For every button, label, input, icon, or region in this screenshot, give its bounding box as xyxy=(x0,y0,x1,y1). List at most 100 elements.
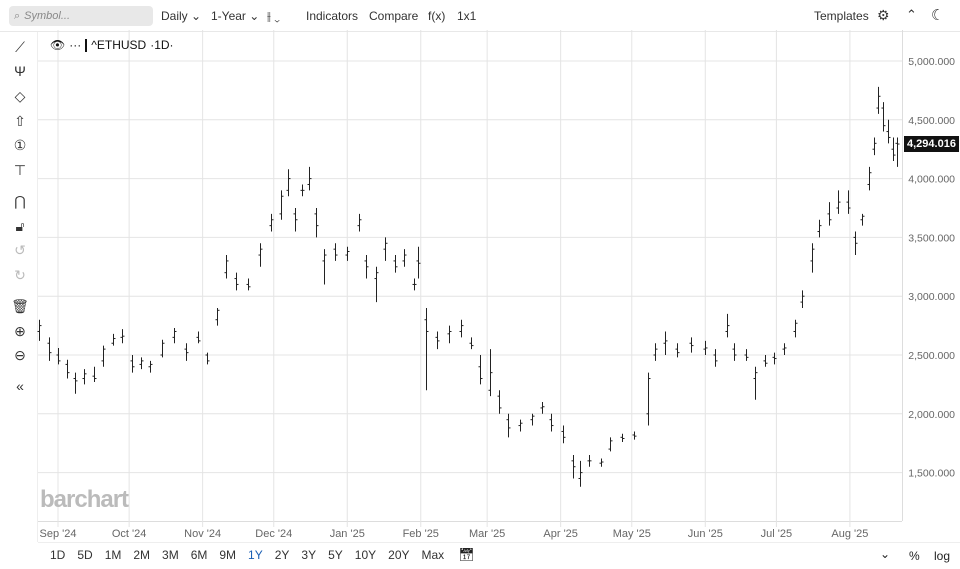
ohlc-bar xyxy=(314,208,319,238)
range-button-3m[interactable]: 3M xyxy=(162,548,179,562)
y-tick-label: 3,000.000 xyxy=(908,291,955,303)
layout-button[interactable]: 1x1 xyxy=(457,9,477,23)
symbol-search-input[interactable]: ⌕ Symbol... xyxy=(9,6,153,26)
ohlc-bar xyxy=(148,360,153,373)
expand-down-icon[interactable]: ⌄ xyxy=(880,547,891,561)
ohlc-bar xyxy=(205,352,210,365)
shape-tool-icon[interactable]: ◇ xyxy=(14,88,26,104)
range-button-2m[interactable]: 2M xyxy=(133,548,151,562)
x-tick-label: Apr '25 xyxy=(543,528,578,540)
compare-button[interactable]: Compare xyxy=(369,9,419,23)
text-tool-icon[interactable]: ⊤ xyxy=(13,162,27,178)
ohlc-bar xyxy=(867,166,872,191)
y-tick-label: 1,500.000 xyxy=(908,468,955,480)
ohlc-bar xyxy=(459,319,464,338)
ohlc-bar xyxy=(497,390,502,414)
ohlc-bar xyxy=(73,372,78,394)
range-button-5d[interactable]: 5D xyxy=(77,548,93,562)
more-icon[interactable]: ··· xyxy=(69,38,82,52)
ohlc-bar xyxy=(286,169,291,197)
ohlc-bars-icon: ⫲ xyxy=(267,9,271,23)
symbol-label: ^ETHUSD xyxy=(91,38,147,52)
ohlc-bar xyxy=(435,331,440,350)
indicators-button[interactable]: Indicators xyxy=(306,9,359,23)
ohlc-bar xyxy=(101,345,106,367)
drawing-toolbar: ⟋ Ψ ◇ ⇧ ① ⊤ ⋂ 🔓︎ ↺ ↻ 🗑︎ ⊕ ⊖ « xyxy=(0,32,38,542)
ohlc-bar xyxy=(549,413,554,432)
ohlc-bar xyxy=(518,419,523,432)
ohlc-bar xyxy=(357,213,362,232)
ohlc-bar xyxy=(172,327,177,344)
eye-icon[interactable]: 👁︎ xyxy=(50,38,66,52)
x-tick-label: Jun '25 xyxy=(688,528,723,540)
ohlc-bar xyxy=(234,272,239,291)
range-button-max[interactable]: Max xyxy=(421,548,445,562)
log-toggle[interactable]: log xyxy=(934,549,951,563)
x-tick-label: May '25 xyxy=(613,528,651,540)
ohlc-bar xyxy=(322,249,327,285)
range-button-6m[interactable]: 6M xyxy=(190,548,208,562)
range-dropdown[interactable]: 1-Year ⌄ xyxy=(211,9,260,23)
ohlc-bar xyxy=(424,307,429,391)
range-button-10y[interactable]: 10Y xyxy=(354,548,377,562)
gear-icon[interactable]: ⚙ xyxy=(877,7,890,23)
redo-icon[interactable]: ↻ xyxy=(14,267,26,283)
ohlc-bar xyxy=(300,184,305,197)
ohlc-bar xyxy=(374,266,379,303)
ohlc-bar xyxy=(608,437,613,452)
range-button-3y[interactable]: 3Y xyxy=(301,548,317,562)
barchart-watermark: barchart xyxy=(40,486,129,513)
ohlc-bar xyxy=(732,343,737,361)
series-color-swatch xyxy=(85,38,88,52)
ohlc-bar xyxy=(782,343,787,355)
range-button-1y[interactable]: 1Y xyxy=(248,548,263,562)
percent-toggle[interactable]: % xyxy=(909,549,920,563)
ohlc-bar xyxy=(817,219,822,238)
collapse-left-icon[interactable]: « xyxy=(16,378,24,394)
bar-type-dropdown[interactable]: ⫲ ⌄ xyxy=(267,9,280,23)
ohlc-bar xyxy=(872,137,877,156)
ohlc-bar xyxy=(224,255,229,279)
ohlc-bar xyxy=(772,352,777,365)
magnet-icon[interactable]: ⋂ xyxy=(14,193,26,209)
templates-button[interactable]: Templates xyxy=(814,9,869,23)
ohlc-bar xyxy=(895,137,900,167)
zoom-in-icon[interactable]: ⊕ xyxy=(14,323,26,339)
range-button-2y[interactable]: 2Y xyxy=(274,548,290,562)
range-button-9m[interactable]: 9M xyxy=(219,548,237,562)
calendar-icon[interactable]: 📅︎ xyxy=(458,547,475,562)
range-button-5y[interactable]: 5Y xyxy=(328,548,343,562)
trash-icon[interactable]: 🗑︎ xyxy=(11,298,29,314)
arrow-tool-icon[interactable]: ⇧ xyxy=(14,113,26,129)
fork-tool-icon[interactable]: Ψ xyxy=(14,63,26,79)
range-bar: 1D 5D 1M 2M 3M 6M 9M 1Y 2Y 3Y 5Y 10Y 20Y Max 📅︎ xyxy=(44,545,475,565)
unlock-icon[interactable]: 🔓︎ xyxy=(15,218,25,234)
y-tick-label: 2,500.000 xyxy=(908,350,955,362)
zoom-out-icon[interactable]: ⊖ xyxy=(14,347,26,363)
price-chart[interactable]: 1,500.000 2,000.000 2,500.000 3,000.000 3,50… xyxy=(0,0,960,545)
ohlc-bar xyxy=(800,290,805,308)
ohlc-bar xyxy=(810,243,815,273)
ohlc-bar xyxy=(599,458,604,467)
range-button-1m[interactable]: 1M xyxy=(104,548,122,562)
range-button-20y[interactable]: 20Y xyxy=(388,548,410,562)
top-toolbar: ⌕ Symbol... Daily ⌄ 1-Year ⌄ ⫲ ⌄ Indicato… xyxy=(0,0,960,32)
ohlc-bar xyxy=(130,355,135,373)
collapse-icon[interactable]: ⌃ xyxy=(906,7,917,22)
undo-icon[interactable]: ↺ xyxy=(14,242,26,258)
ohlc-bar xyxy=(488,349,493,397)
number-tool-icon[interactable]: ① xyxy=(13,137,27,153)
search-icon: ⌕ xyxy=(14,9,21,22)
line-tool-icon[interactable]: ⟋ xyxy=(15,39,25,55)
x-tick-label: Mar '25 xyxy=(469,528,505,540)
x-tick-label: Jul '25 xyxy=(761,528,792,540)
x-tick-label: Sep '24 xyxy=(40,528,77,540)
ohlc-bar xyxy=(47,337,52,361)
x-tick-label: Feb '25 xyxy=(403,528,439,540)
interval-dropdown[interactable]: Daily ⌄ xyxy=(161,9,202,23)
range-button-1d[interactable]: 1D xyxy=(50,548,66,562)
moon-icon[interactable]: ☾ xyxy=(931,7,945,24)
x-tick-label: Dec '24 xyxy=(255,528,292,540)
function-button[interactable]: f(x) xyxy=(428,9,446,23)
ohlc-bar xyxy=(530,413,535,426)
